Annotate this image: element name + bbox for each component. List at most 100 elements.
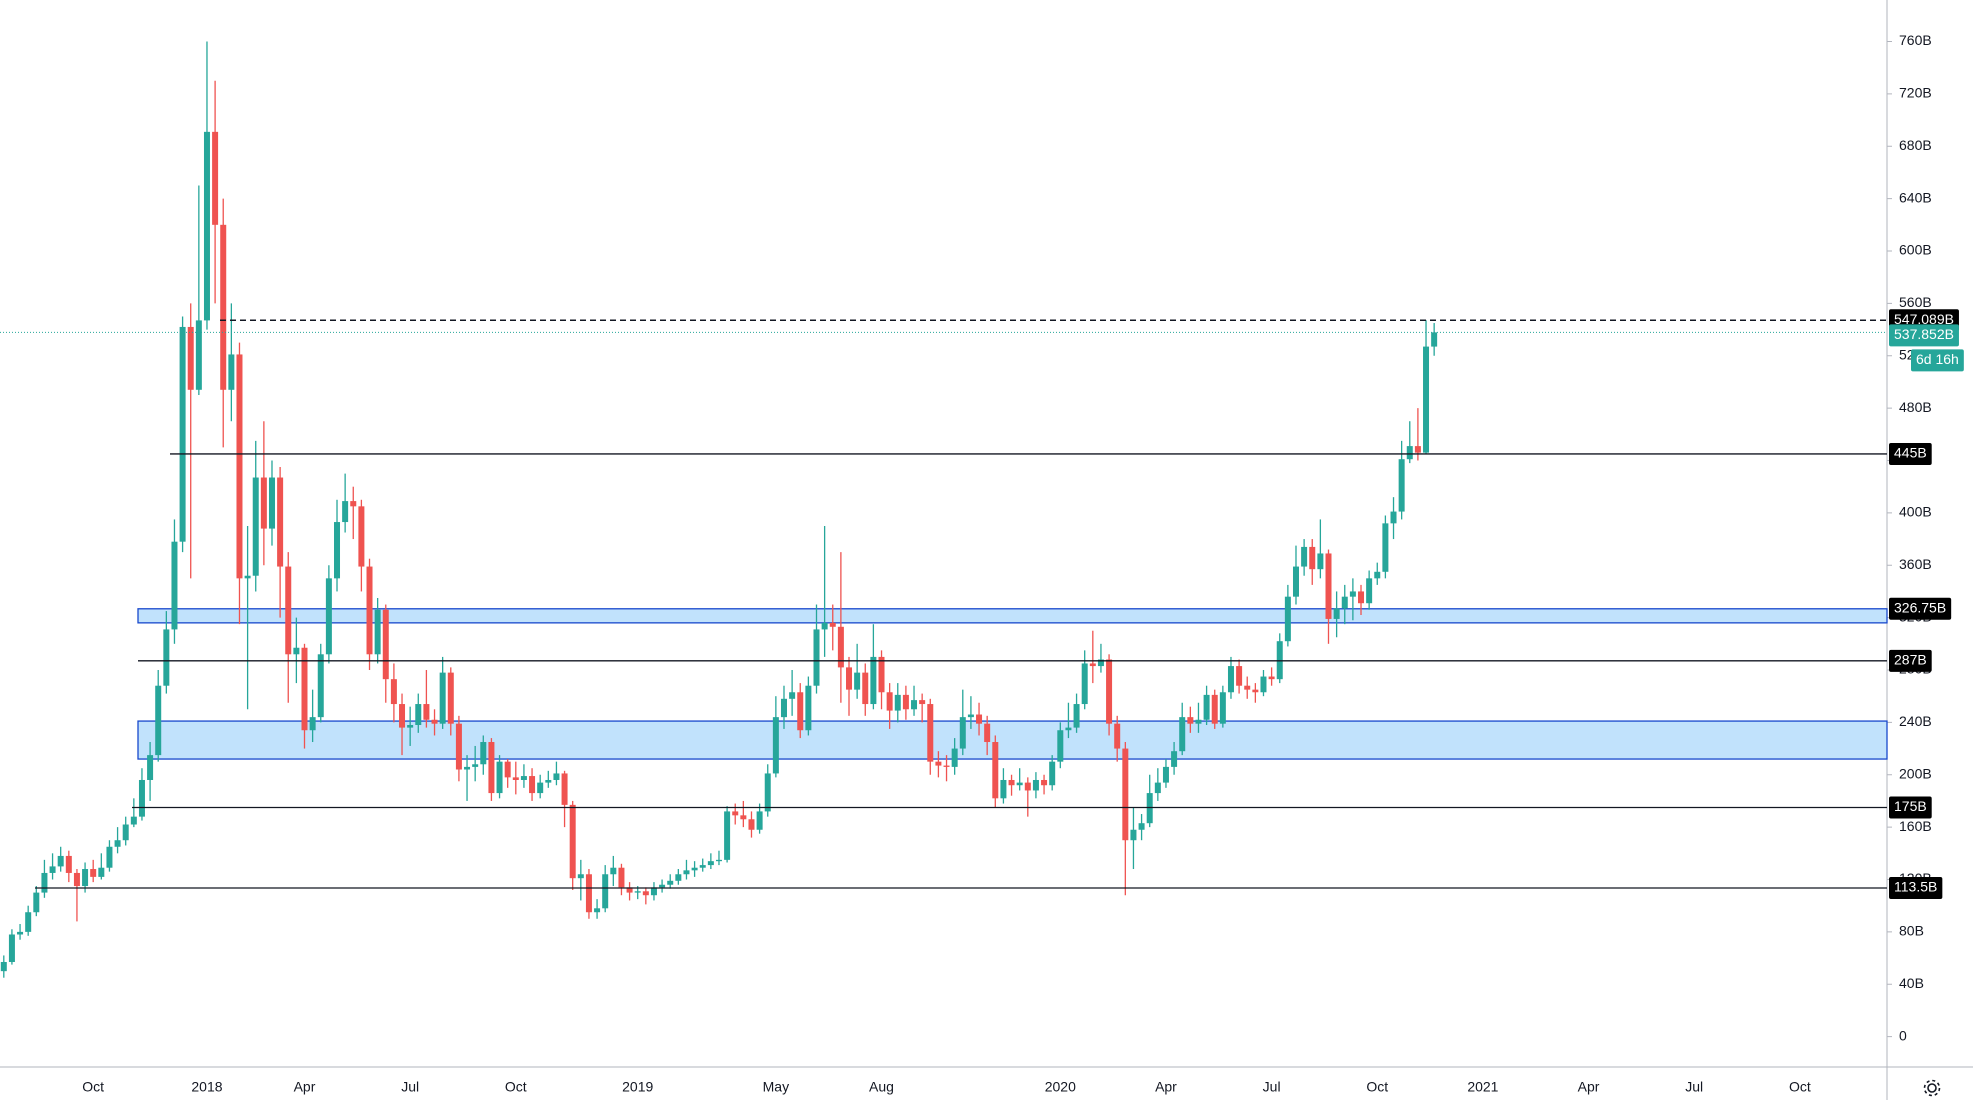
candle-body bbox=[846, 667, 853, 690]
candle-body bbox=[187, 326, 194, 390]
candle-body bbox=[325, 578, 332, 655]
candle-body bbox=[1065, 727, 1072, 731]
settings-icon-hub[interactable] bbox=[1927, 1083, 1937, 1093]
candle-body bbox=[293, 647, 300, 655]
candle-body bbox=[561, 773, 568, 805]
candle-body bbox=[1032, 779, 1039, 791]
candle-body bbox=[602, 874, 609, 909]
candle-body bbox=[90, 869, 97, 877]
candle-body bbox=[252, 477, 259, 576]
y-tick-label: 720B bbox=[1899, 85, 1932, 101]
settings-icon-teeth[interactable] bbox=[1923, 1079, 1941, 1097]
candle-body bbox=[155, 685, 162, 756]
candle-body bbox=[82, 869, 89, 887]
x-tick-label: Oct bbox=[82, 1079, 104, 1095]
y-tick-label: 360B bbox=[1899, 556, 1932, 572]
candle-body bbox=[220, 224, 227, 390]
candle-body bbox=[642, 891, 649, 896]
candle-body bbox=[464, 766, 471, 770]
candle-body bbox=[1171, 751, 1178, 767]
x-tick-label: Jul bbox=[1263, 1079, 1281, 1095]
candle-body bbox=[1114, 723, 1121, 749]
candle-body bbox=[724, 811, 731, 860]
candle-body bbox=[65, 855, 72, 873]
candle-body bbox=[1292, 566, 1299, 597]
y-tick-label: 600B bbox=[1899, 242, 1932, 258]
candle-body bbox=[114, 840, 121, 847]
candle-body bbox=[967, 714, 974, 718]
candle-body bbox=[350, 501, 357, 507]
candle-body bbox=[1227, 666, 1234, 693]
candle-body bbox=[1081, 663, 1088, 705]
countdown-label-bg bbox=[1911, 349, 1964, 372]
candle-body bbox=[1130, 829, 1137, 841]
candle-body bbox=[203, 131, 210, 321]
candle-body bbox=[455, 723, 462, 770]
candle-body bbox=[1423, 346, 1430, 453]
candle-body bbox=[626, 887, 633, 893]
candle-body bbox=[553, 773, 560, 780]
y-tick-label: 400B bbox=[1899, 504, 1932, 520]
candle-body bbox=[854, 672, 861, 690]
candle-body bbox=[764, 773, 771, 812]
candle-body bbox=[0, 961, 7, 972]
x-tick-label: Apr bbox=[294, 1079, 316, 1095]
candle-body bbox=[650, 887, 657, 896]
candle-body bbox=[334, 522, 341, 579]
candle-body bbox=[163, 629, 170, 686]
candle-body bbox=[829, 622, 836, 627]
candle-body bbox=[1325, 553, 1332, 619]
candle-body bbox=[106, 846, 113, 868]
candle-body bbox=[1276, 641, 1283, 680]
candle-body bbox=[1138, 823, 1145, 830]
y-tick-label: 560B bbox=[1899, 294, 1932, 310]
candle-body bbox=[366, 566, 373, 655]
candle-body bbox=[577, 874, 584, 879]
y-tick-label: 240B bbox=[1899, 713, 1932, 729]
candle-body bbox=[740, 815, 747, 820]
candle-body bbox=[122, 824, 129, 841]
candle-body bbox=[268, 477, 275, 529]
candle-body bbox=[472, 764, 479, 767]
candle-body bbox=[8, 934, 15, 962]
candle-body bbox=[959, 717, 966, 749]
candle-body bbox=[1146, 793, 1153, 824]
candle-body bbox=[244, 575, 251, 579]
settings-icon[interactable] bbox=[1923, 1079, 1941, 1097]
x-tick-label: Jul bbox=[1685, 1079, 1703, 1095]
candle-body bbox=[748, 819, 755, 830]
candle-body bbox=[545, 779, 552, 783]
candle-body bbox=[98, 867, 105, 877]
candle-body bbox=[683, 870, 690, 875]
x-tick-label: Oct bbox=[1789, 1079, 1811, 1095]
candle-body bbox=[1041, 779, 1048, 786]
candle-body bbox=[699, 865, 706, 868]
y-tick-label: 640B bbox=[1899, 189, 1932, 205]
candle-body bbox=[1382, 523, 1389, 572]
y-tick-label: 80B bbox=[1899, 923, 1924, 939]
last-price-label-bg bbox=[1889, 324, 1959, 347]
candle-body bbox=[992, 742, 999, 799]
candle-body bbox=[691, 867, 698, 871]
candle-body bbox=[147, 755, 154, 780]
candle-body bbox=[423, 704, 430, 720]
candle-body bbox=[780, 698, 787, 718]
candle-body bbox=[382, 609, 389, 680]
candle-body bbox=[1390, 511, 1397, 524]
candle-body bbox=[951, 748, 958, 767]
candle-body bbox=[73, 872, 80, 887]
y-tick-label: 760B bbox=[1899, 32, 1932, 48]
candle-body bbox=[480, 742, 487, 765]
candle-body bbox=[805, 685, 812, 731]
candle-body bbox=[496, 761, 503, 794]
candle-body bbox=[1008, 779, 1015, 786]
level-label-bg bbox=[1889, 796, 1932, 819]
x-tick-label: May bbox=[763, 1079, 789, 1095]
candle-body bbox=[675, 874, 682, 881]
candle-body bbox=[894, 694, 901, 711]
candle-body bbox=[886, 692, 893, 711]
candle-body bbox=[569, 804, 576, 879]
candle-body bbox=[585, 874, 592, 913]
